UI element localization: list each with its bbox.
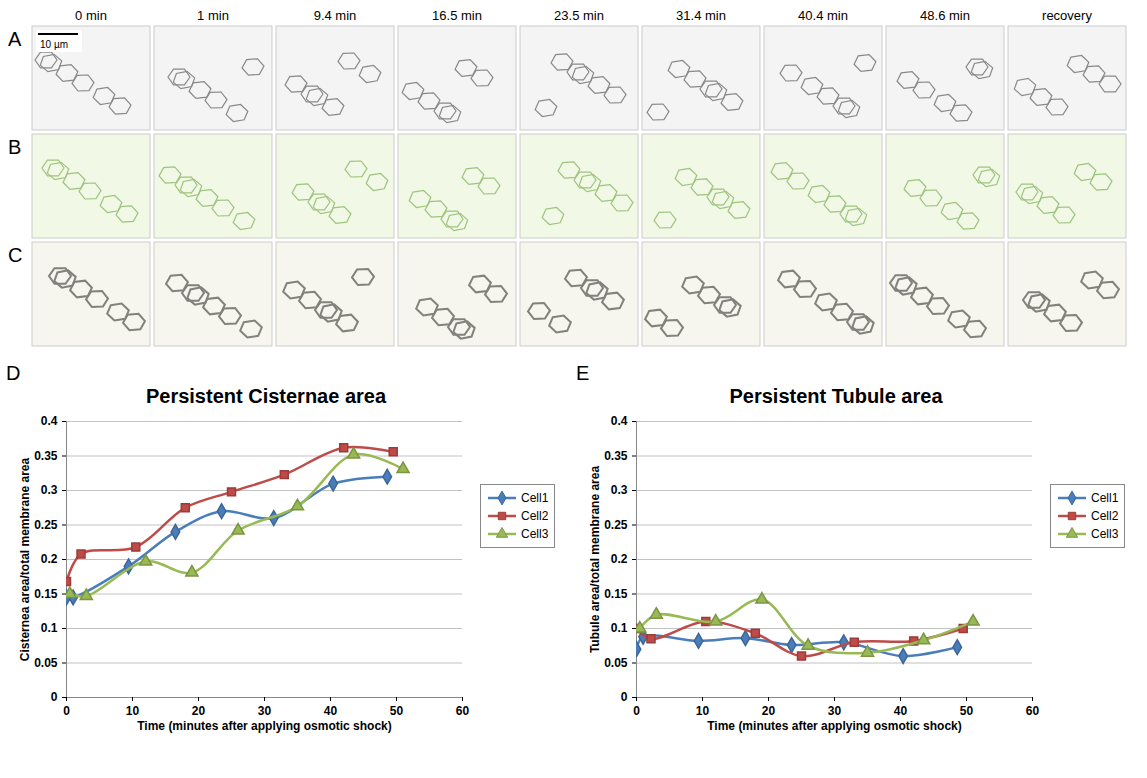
svg-text:31.4 min: 31.4 min — [676, 8, 726, 23]
svg-text:C: C — [8, 244, 22, 266]
svg-text:recovery: recovery — [1042, 8, 1092, 23]
html-text:Cell2: Cell2 — [521, 509, 549, 523]
html-text:Cell2: Cell2 — [1091, 509, 1119, 523]
svg-text:0.2: 0.2 — [611, 552, 628, 566]
svg-text:20: 20 — [762, 704, 776, 718]
svg-text:0 min: 0 min — [75, 8, 107, 23]
svg-text:1 min: 1 min — [197, 8, 229, 23]
svg-text:10 µm: 10 µm — [40, 39, 68, 50]
svg-text:0.25: 0.25 — [34, 518, 58, 532]
svg-text:0.05: 0.05 — [34, 656, 58, 670]
svg-text:Tubule area/total membrane are: Tubule area/total membrane area — [588, 466, 602, 654]
svg-text:Time (minutes after applying o: Time (minutes after applying osmotic sho… — [137, 719, 392, 733]
html-text:Cell1: Cell1 — [521, 491, 549, 505]
svg-text:0: 0 — [51, 690, 58, 704]
svg-text:0.05: 0.05 — [604, 656, 628, 670]
svg-text:9.4 min: 9.4 min — [314, 8, 357, 23]
svg-text:0.35: 0.35 — [604, 449, 628, 463]
svg-text:0: 0 — [633, 704, 640, 718]
svg-text:10: 10 — [696, 704, 710, 718]
svg-text:0.4: 0.4 — [611, 414, 628, 428]
html-text:Persistent Cisternae area: Persistent Cisternae area — [145, 385, 387, 407]
svg-text:0.1: 0.1 — [611, 621, 628, 635]
svg-text:Cisternea area/total membrane: Cisternea area/total membrane area — [18, 457, 32, 661]
svg-text:0.35: 0.35 — [34, 449, 58, 463]
svg-text:40: 40 — [324, 704, 338, 718]
svg-text:0.15: 0.15 — [604, 587, 628, 601]
html-text:Cell3: Cell3 — [521, 527, 549, 541]
svg-text:0.2: 0.2 — [41, 552, 58, 566]
html-text:E: E — [576, 362, 590, 384]
svg-text:0.4: 0.4 — [41, 414, 58, 428]
svg-text:23.5 min: 23.5 min — [554, 8, 604, 23]
svg-text:A: A — [8, 28, 22, 50]
html-text:Persistent Tubule area: Persistent Tubule area — [729, 385, 943, 407]
html-text:D: D — [6, 362, 21, 384]
html-text:Cell1: Cell1 — [1091, 491, 1119, 505]
svg-text:30: 30 — [258, 704, 272, 718]
svg-text:60: 60 — [456, 704, 470, 718]
svg-text:0.3: 0.3 — [41, 483, 58, 497]
svg-text:Time (minutes after applying o: Time (minutes after applying osmotic sho… — [707, 719, 962, 733]
svg-text:48.6 min: 48.6 min — [920, 8, 970, 23]
svg-text:0.3: 0.3 — [611, 483, 628, 497]
svg-text:40: 40 — [894, 704, 908, 718]
svg-text:50: 50 — [960, 704, 974, 718]
svg-text:0.25: 0.25 — [604, 518, 628, 532]
svg-text:30: 30 — [828, 704, 842, 718]
svg-text:0: 0 — [621, 690, 628, 704]
svg-text:20: 20 — [192, 704, 206, 718]
svg-text:50: 50 — [390, 704, 404, 718]
svg-text:40.4 min: 40.4 min — [798, 8, 848, 23]
svg-text:0.15: 0.15 — [34, 587, 58, 601]
svg-text:60: 60 — [1026, 704, 1040, 718]
svg-text:0: 0 — [63, 704, 70, 718]
svg-text:10: 10 — [126, 704, 140, 718]
html-text:Cell3: Cell3 — [1091, 527, 1119, 541]
svg-text:16.5 min: 16.5 min — [432, 8, 482, 23]
svg-text:B: B — [8, 136, 21, 158]
svg-text:0.1: 0.1 — [41, 621, 58, 635]
